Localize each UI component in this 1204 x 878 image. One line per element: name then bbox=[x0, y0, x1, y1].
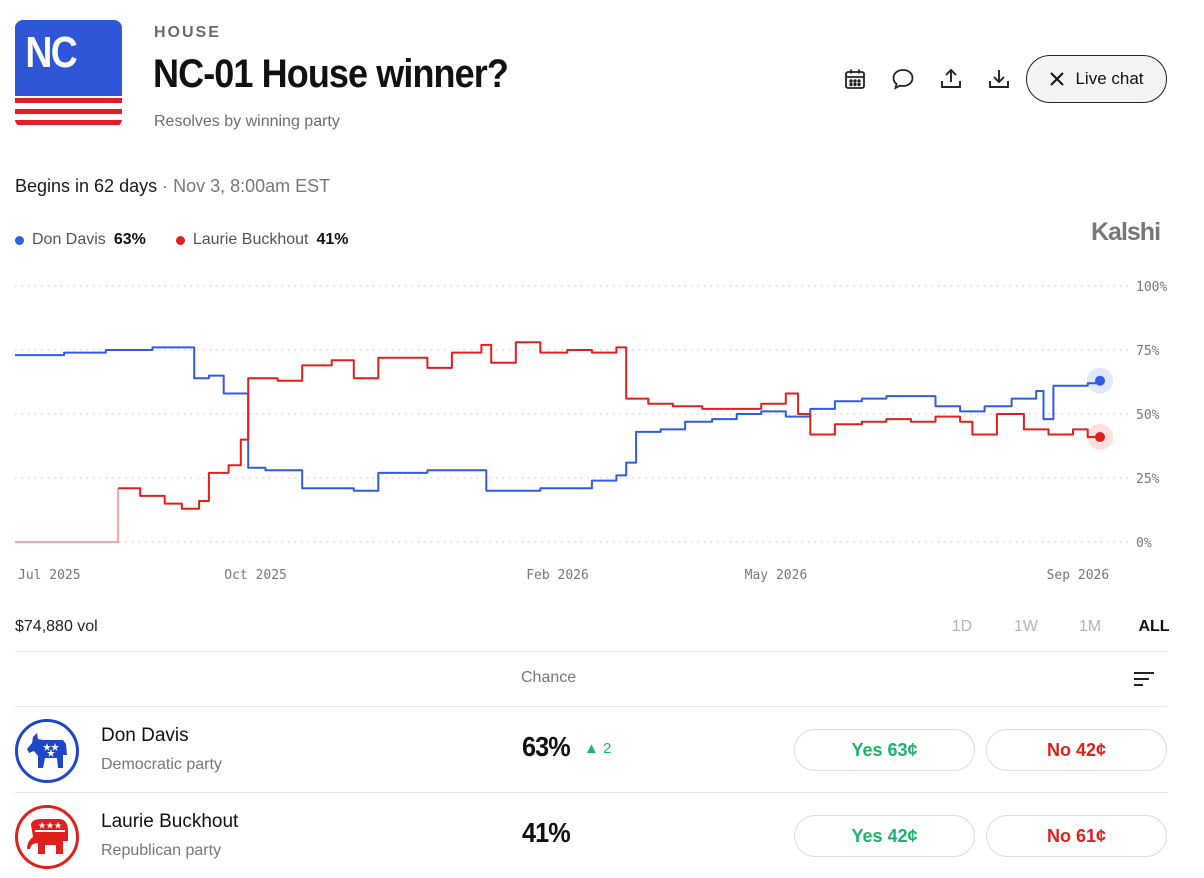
share-icon[interactable] bbox=[936, 64, 966, 94]
legend-dot bbox=[175, 235, 185, 245]
x-tick-label: Feb 2026 bbox=[526, 568, 589, 583]
logo-stripes bbox=[15, 96, 122, 127]
candidate-name: Laurie Buckhout bbox=[101, 811, 239, 832]
outcome-row-buckhout[interactable]: Laurie Buckhout Republican party 41% Yes… bbox=[0, 793, 1204, 878]
divider bbox=[15, 706, 1167, 707]
download-icon[interactable] bbox=[984, 64, 1014, 94]
buy-yes-button[interactable]: Yes 42¢ bbox=[794, 815, 975, 857]
buy-no-button[interactable]: No 61¢ bbox=[986, 815, 1167, 857]
kalshi-logo: Kalshi bbox=[1091, 218, 1161, 246]
democrat-donkey-icon bbox=[15, 719, 79, 783]
comment-icon[interactable] bbox=[888, 64, 918, 94]
chance-value: 41% bbox=[522, 817, 571, 848]
close-icon bbox=[1050, 72, 1065, 86]
chance-column-header: Chance bbox=[521, 669, 577, 686]
series-line-buckhout bbox=[118, 341, 1100, 510]
sort-icon[interactable] bbox=[1133, 669, 1155, 694]
range-1d[interactable]: 1D bbox=[951, 618, 973, 635]
state-logo: NC bbox=[15, 20, 122, 127]
series-end-marker bbox=[1095, 375, 1105, 386]
volume-label: $74,880 vol bbox=[15, 618, 98, 635]
range-1w[interactable]: 1W bbox=[1014, 618, 1038, 635]
chance-delta: ▲ 2 bbox=[584, 740, 612, 757]
republican-elephant-icon bbox=[15, 805, 79, 869]
y-tick-label: 50% bbox=[1136, 408, 1160, 423]
logo-text: NC bbox=[25, 28, 77, 77]
legend-item-buckhout: Laurie Buckhout 41% bbox=[175, 231, 349, 249]
x-tick-label: May 2026 bbox=[745, 568, 808, 583]
event-date: Nov 3, 8:00am EST bbox=[173, 176, 331, 196]
schedule-separator: · bbox=[157, 176, 174, 196]
range-1m[interactable]: 1M bbox=[1078, 618, 1102, 635]
series-end-marker bbox=[1095, 432, 1105, 443]
y-tick-label: 25% bbox=[1136, 472, 1160, 487]
chart-legend: Don Davis 63% Laurie Buckhout 41% bbox=[15, 231, 349, 249]
page-title: NC-01 House winner? bbox=[153, 52, 509, 96]
category-label: HOUSE bbox=[154, 24, 221, 41]
x-tick-label: Sep 2026 bbox=[1047, 568, 1110, 583]
candidate-name: Don Davis bbox=[101, 725, 189, 746]
price-chart[interactable]: 100% 75% 50% 25% 0% Jul 2025 Oct 2025 Feb 2026 M… bbox=[0, 270, 1204, 600]
calendar-icon[interactable] bbox=[840, 64, 870, 94]
live-chat-label: Live chat bbox=[1075, 69, 1144, 88]
live-chat-button[interactable]: Live chat bbox=[1026, 55, 1167, 103]
divider bbox=[15, 651, 1167, 652]
x-tick-label: Jul 2025 bbox=[18, 568, 81, 583]
range-all[interactable]: ALL bbox=[1138, 618, 1170, 635]
legend-value: 41% bbox=[316, 231, 349, 248]
legend-name: Laurie Buckhout bbox=[192, 231, 309, 248]
resolution-subtitle: Resolves by winning party bbox=[154, 113, 340, 130]
time-range-selector: 1D 1W 1M ALL bbox=[930, 618, 1186, 636]
begins-countdown: Begins in 62 days bbox=[15, 176, 158, 196]
event-schedule: Begins in 62 days · Nov 3, 8:00am EST bbox=[15, 176, 330, 197]
candidate-party: Democratic party bbox=[101, 756, 222, 773]
series-line-davis bbox=[15, 346, 1101, 492]
series-line-faded bbox=[15, 488, 120, 543]
buy-yes-button[interactable]: Yes 63¢ bbox=[794, 729, 975, 771]
legend-item-davis: Don Davis 63% bbox=[15, 231, 146, 249]
outcome-row-davis[interactable]: Don Davis Democratic party 63% ▲ 2 Yes 6… bbox=[0, 707, 1204, 793]
y-tick-label: 0% bbox=[1136, 536, 1152, 551]
divider bbox=[15, 792, 1167, 793]
legend-dot bbox=[15, 235, 24, 245]
market-header: NC HOUSE NC-01 House winner? Resolves by… bbox=[0, 0, 1204, 150]
legend-name: Don Davis bbox=[32, 231, 106, 248]
y-tick-label: 75% bbox=[1136, 344, 1160, 359]
candidate-party: Republican party bbox=[101, 842, 222, 859]
legend-value: 63% bbox=[113, 231, 146, 248]
y-tick-label: 100% bbox=[1136, 280, 1167, 295]
chance-value: 63% bbox=[522, 731, 571, 762]
buy-no-button[interactable]: No 42¢ bbox=[986, 729, 1167, 771]
x-tick-label: Oct 2025 bbox=[224, 568, 287, 583]
